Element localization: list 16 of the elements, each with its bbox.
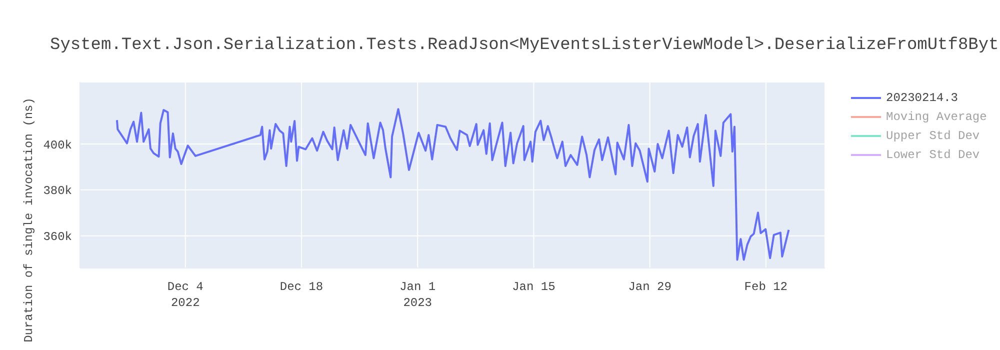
chart-title: System.Text.Json.Serialization.Tests.ReadJson<MyEventsListerViewModel>.DeserializeFromUtf8Byt — [50, 36, 999, 55]
y-axis-title: Duration of single invocation (ns) — [22, 98, 36, 342]
legend-label: Lower Std Dev — [886, 148, 980, 162]
y-tick-label: 380k — [43, 184, 72, 198]
legend-label: Upper Std Dev — [886, 128, 980, 142]
x-tick-label: Feb 12 — [744, 280, 788, 294]
x-tick-label: Jan 29 — [628, 280, 672, 294]
x-tick-label: Dec 4 2022 — [167, 280, 204, 310]
line-series — [116, 108, 790, 261]
y-tick-label: 360k — [43, 230, 72, 244]
x-tick-label: Dec 18 — [280, 280, 324, 294]
x-tick-label: Jan 1 2023 — [400, 280, 436, 310]
y-tick-label: 400k — [43, 138, 72, 152]
legend-label: 20230214.3 — [886, 90, 958, 104]
legend-label: Moving Average — [886, 110, 987, 124]
x-tick-label: Jan 15 — [512, 280, 556, 294]
